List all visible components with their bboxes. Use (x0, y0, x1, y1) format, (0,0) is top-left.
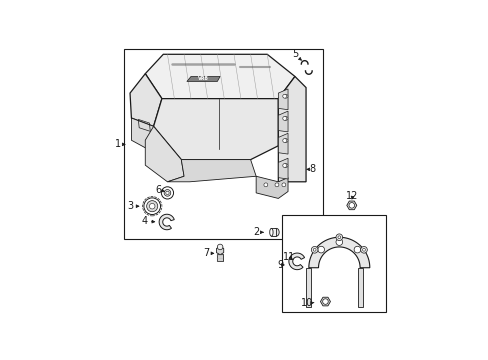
Circle shape (360, 247, 366, 253)
Circle shape (284, 116, 287, 120)
Polygon shape (278, 76, 305, 182)
Circle shape (337, 236, 340, 239)
Polygon shape (131, 118, 155, 149)
Text: 2: 2 (253, 227, 259, 237)
Bar (217, 254, 223, 261)
Circle shape (284, 94, 287, 98)
Text: 9: 9 (277, 260, 283, 270)
Text: 10: 10 (300, 298, 312, 308)
Circle shape (143, 198, 160, 215)
Circle shape (282, 139, 286, 143)
Polygon shape (278, 111, 287, 132)
Polygon shape (216, 246, 224, 255)
Circle shape (164, 190, 170, 196)
Bar (305, 268, 311, 307)
Circle shape (353, 246, 360, 253)
Circle shape (284, 139, 287, 143)
Circle shape (362, 248, 365, 251)
Polygon shape (130, 74, 162, 126)
Circle shape (335, 234, 342, 240)
Text: 6: 6 (155, 185, 162, 194)
Polygon shape (145, 126, 183, 182)
Polygon shape (159, 214, 174, 230)
Circle shape (217, 244, 223, 250)
Circle shape (348, 203, 354, 208)
Polygon shape (145, 54, 294, 99)
Text: 1: 1 (115, 139, 121, 149)
Polygon shape (153, 99, 278, 159)
Circle shape (284, 163, 287, 167)
Text: 4: 4 (142, 216, 147, 226)
Circle shape (322, 299, 327, 304)
Text: VR8: VR8 (197, 76, 208, 81)
Polygon shape (278, 158, 287, 179)
Polygon shape (256, 176, 287, 198)
Circle shape (282, 94, 286, 98)
Text: 11: 11 (282, 252, 294, 262)
Circle shape (161, 187, 173, 199)
Circle shape (165, 191, 169, 194)
Bar (124, 49, 322, 239)
Circle shape (274, 183, 278, 187)
Polygon shape (320, 297, 330, 306)
Polygon shape (278, 133, 287, 154)
Text: 12: 12 (346, 191, 358, 201)
Polygon shape (308, 237, 369, 268)
Circle shape (313, 248, 315, 251)
Polygon shape (186, 76, 220, 81)
Polygon shape (288, 253, 304, 270)
Polygon shape (167, 159, 256, 182)
Text: 8: 8 (309, 164, 315, 174)
Circle shape (311, 247, 317, 253)
Circle shape (282, 116, 286, 120)
Text: 7: 7 (203, 248, 209, 258)
Text: 3: 3 (127, 201, 133, 211)
Circle shape (317, 246, 324, 253)
Bar (357, 268, 362, 307)
Circle shape (264, 183, 267, 187)
Circle shape (335, 239, 342, 246)
Ellipse shape (269, 228, 272, 236)
Ellipse shape (273, 228, 279, 236)
Bar (271, 228, 276, 236)
Text: 5: 5 (291, 49, 298, 59)
Polygon shape (346, 201, 356, 210)
Circle shape (146, 201, 158, 212)
Circle shape (282, 183, 285, 187)
Circle shape (282, 163, 286, 167)
Bar (282, 215, 386, 312)
Polygon shape (278, 89, 287, 110)
Circle shape (149, 203, 155, 209)
